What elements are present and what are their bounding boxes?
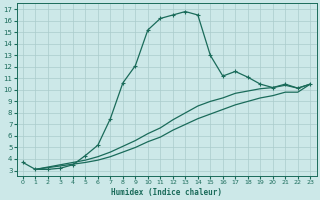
X-axis label: Humidex (Indice chaleur): Humidex (Indice chaleur) (111, 188, 222, 197)
